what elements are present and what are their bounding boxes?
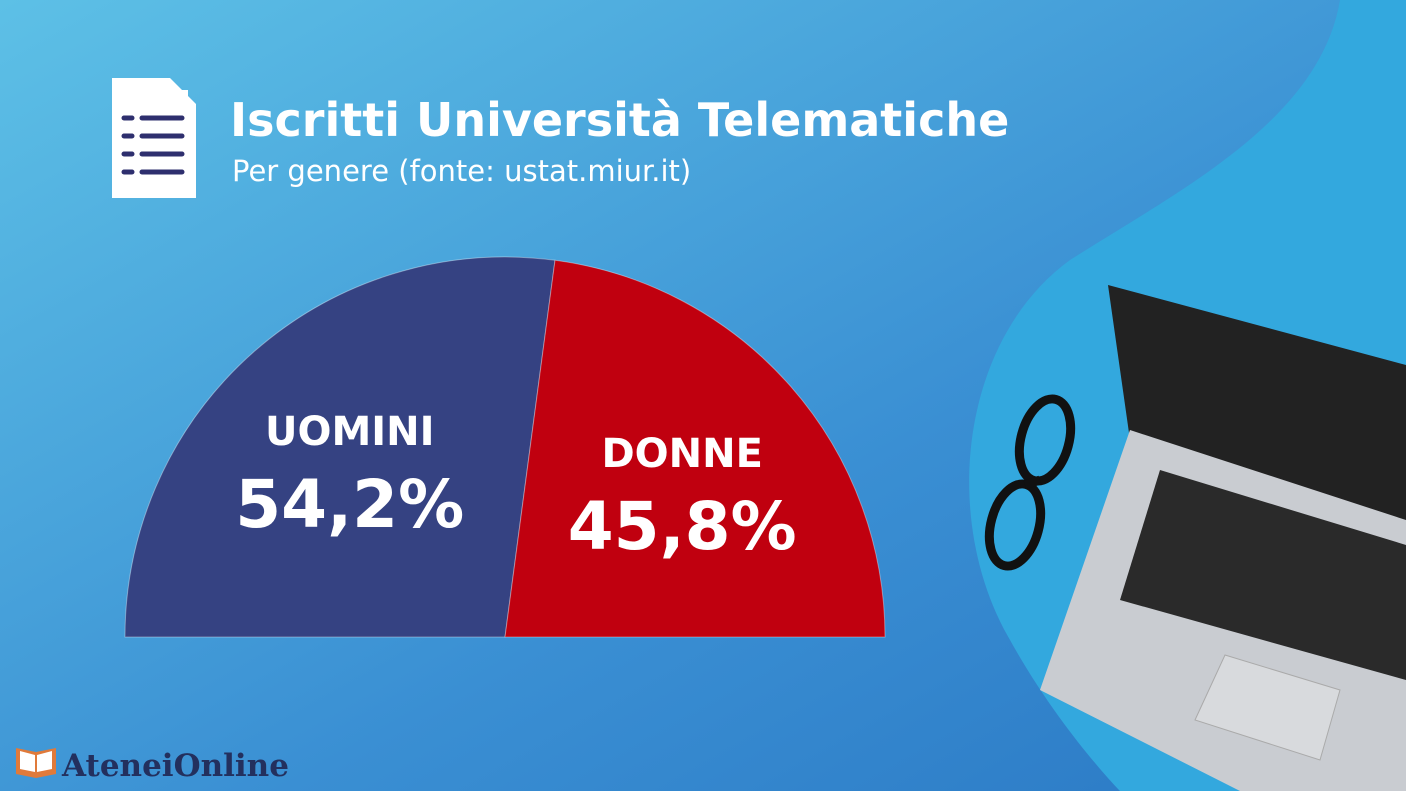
pie-chart: UOMINI 54,2% DONNE 45,8% (124, 256, 886, 638)
brand-name: AteneiOnline (61, 748, 289, 784)
chart-title: Iscritti Università Telematiche (230, 93, 1009, 147)
slice-category: UOMINI (265, 409, 435, 455)
brand-logo (16, 748, 56, 778)
glasses-illustration (984, 394, 1076, 571)
pie-slice (124, 256, 556, 638)
chart-subtitle: Per genere (fonte: ustat.miur.it) (232, 154, 691, 188)
slice-value-label: 45,8% (568, 488, 797, 565)
laptop-illustration (1040, 285, 1406, 791)
document-icon (112, 78, 196, 198)
slice-value-label: 54,2% (235, 466, 464, 543)
pie-slice (504, 259, 886, 638)
slice-category: DONNE (601, 431, 762, 477)
